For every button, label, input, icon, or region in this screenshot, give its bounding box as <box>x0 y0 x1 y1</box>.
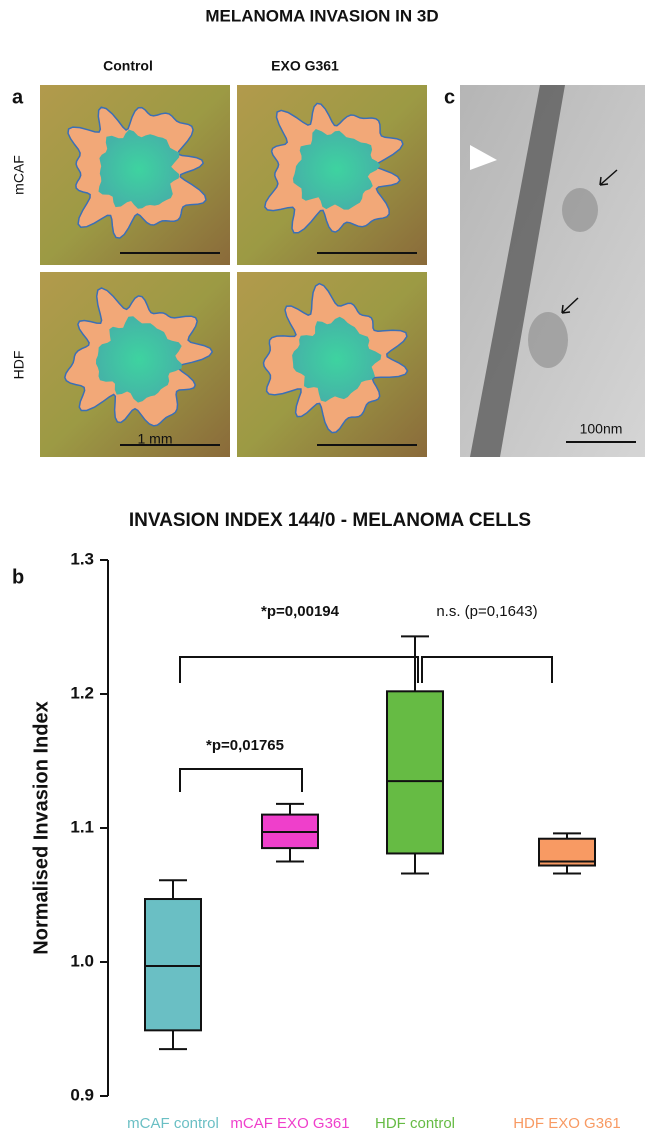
row-label: HDF <box>11 351 27 380</box>
panel-label: c <box>444 86 455 108</box>
category-label: HDF control <box>375 1115 455 1132</box>
microscopy-panels: 1 mm <box>40 85 427 457</box>
y-tick-label: 1.1 <box>70 817 94 836</box>
panel-label: a <box>12 86 24 108</box>
figure-title: MELANOMA INVASION IN 3D <box>205 6 438 25</box>
arrowhead <box>470 145 497 170</box>
scale-label: 1 mm <box>138 431 173 447</box>
column-label: EXO G361 <box>271 58 339 74</box>
y-axis-label: Normalised Invasion Index <box>30 701 52 954</box>
em-fiber <box>470 85 565 457</box>
y-tick-label: 1.0 <box>70 951 94 970</box>
annotation: *p=0,01765 <box>206 737 284 754</box>
panel-label: b <box>12 566 24 588</box>
arrow <box>561 297 579 314</box>
y-tick-label: 1.3 <box>70 549 94 568</box>
y-tick-label: 1.2 <box>70 683 94 702</box>
vesicle <box>562 188 598 232</box>
category-label: HDF EXO G361 <box>513 1115 621 1132</box>
spheroid-core <box>292 316 382 402</box>
scale-label: 100nm <box>580 421 623 437</box>
arrow <box>599 169 618 186</box>
category-label: mCAF EXO G361 <box>230 1115 349 1132</box>
annotation: n.s. (p=0,1643) <box>436 603 537 620</box>
spheroid-core <box>98 129 180 209</box>
plot: 0.9 1.0 1.1 1.2 1.3 mCAF control mCAF EXO G361… <box>70 549 620 1131</box>
y-tick-label: 0.9 <box>70 1085 94 1104</box>
column-label: Control <box>103 58 153 74</box>
annotation: *p=0,00194 <box>261 603 340 620</box>
vesicle <box>528 312 568 368</box>
spheroid-core <box>292 129 381 210</box>
significance-bracket <box>179 656 553 683</box>
box <box>386 690 444 855</box>
spheroid-core <box>96 316 182 403</box>
significance-bracket <box>179 768 303 792</box>
category-label: mCAF control <box>127 1115 219 1132</box>
chart-title: INVASION INDEX 144/0 - MELANOMA CELLS <box>129 510 531 531</box>
row-label: mCAF <box>11 155 27 195</box>
box <box>144 898 202 1032</box>
